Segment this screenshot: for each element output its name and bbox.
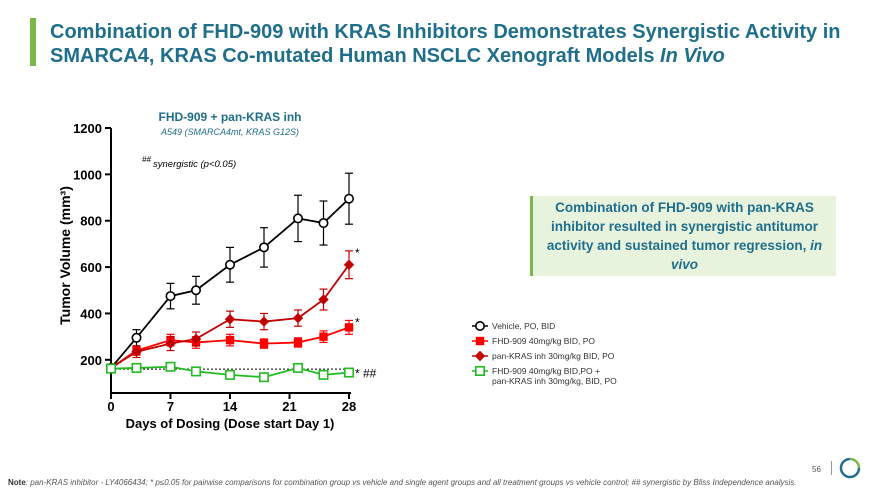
note-text: : pan-KRAS inhibitor - LY4066434; * p≤0.… <box>25 478 797 487</box>
x-tick-label: 14 <box>223 399 238 414</box>
x-tick-label: 7 <box>167 399 174 414</box>
data-point <box>343 193 354 204</box>
page-number: 56 <box>812 465 821 474</box>
x-tick-label: 0 <box>107 399 114 414</box>
legend-label: Vehicle, PO, BID <box>492 321 555 331</box>
y-tick-label: 800 <box>80 214 102 229</box>
page-number-divider <box>831 461 832 475</box>
title-line-1: Combination of FHD-909 with KRAS Inhibit… <box>50 21 841 43</box>
significance-marker: * <box>355 246 360 260</box>
data-point <box>292 312 304 324</box>
y-tick-label: 400 <box>80 306 102 321</box>
data-point <box>131 346 142 357</box>
chart-title: FHD-909 + pan-KRAS inh <box>158 110 301 124</box>
x-tick-label: 21 <box>282 399 296 414</box>
note-label: Note <box>8 478 26 487</box>
company-logo <box>839 457 861 479</box>
annotation-prefix: ## <box>142 155 151 164</box>
data-point <box>225 369 236 380</box>
data-point <box>165 291 176 302</box>
data-point <box>343 367 354 378</box>
chart-subtitle: A549 (SMARCA4mt, KRAS G12S) <box>160 127 299 137</box>
legend-label: pan-KRAS inh 30mg/kg, BID, PO <box>492 376 617 386</box>
data-point <box>225 335 235 345</box>
data-point <box>318 218 329 229</box>
data-point <box>258 242 269 253</box>
legend-marker <box>474 365 485 376</box>
data-point <box>225 259 236 270</box>
callout-text: Combination of FHD-909 with pan-KRAS inh… <box>546 200 819 253</box>
legend-label: FHD-909 40mg/kg BID,PO + <box>492 366 600 376</box>
data-point <box>258 372 269 383</box>
data-point <box>224 314 236 325</box>
legend-marker <box>474 350 486 362</box>
slide-title: Combination of FHD-909 with KRAS Inhibit… <box>50 20 870 68</box>
data-point <box>319 332 328 341</box>
data-point <box>259 339 269 348</box>
data-point <box>106 363 117 374</box>
data-point <box>191 366 202 377</box>
data-point <box>343 259 355 270</box>
callout-italic: in vivo <box>670 238 823 272</box>
data-point <box>293 338 303 347</box>
series-line-1 <box>110 326 350 369</box>
title-italic: In Vivo <box>660 45 725 67</box>
legend-marker <box>475 336 485 346</box>
data-point <box>165 361 176 372</box>
footnote: Note: pan-KRAS inhibitor - LY4066434; * … <box>8 478 868 487</box>
data-point <box>131 362 142 373</box>
data-point <box>258 316 270 327</box>
synergy-annotation: synergistic (p<0.05) <box>153 159 236 170</box>
data-point <box>131 332 142 343</box>
callout-text-wrap: Combination of FHD-909 with pan-KRAS inh… <box>541 198 828 274</box>
data-point <box>191 285 202 296</box>
data-point <box>292 213 303 224</box>
data-point <box>344 323 354 332</box>
legend-marker <box>474 320 485 331</box>
callout-box: Combination of FHD-909 with pan-KRAS inh… <box>530 196 836 276</box>
y-tick-label: 200 <box>80 353 102 368</box>
significance-marker: * ## <box>355 367 377 381</box>
data-point <box>318 294 329 305</box>
data-point <box>318 369 329 380</box>
y-axis-label: Tumor Volume (mm³) <box>57 186 73 325</box>
y-tick-label: 1200 <box>73 121 102 136</box>
data-point <box>190 333 202 345</box>
y-tick-label: 1000 <box>73 167 102 182</box>
significance-marker: * <box>355 315 360 329</box>
legend-label: pan-KRAS inh 30mg/kg BID, PO <box>492 351 615 361</box>
legend-label: FHD-909 40mg/kg BID, PO <box>492 336 595 346</box>
x-axis-label: Days of Dosing (Dose start Day 1) <box>126 416 335 431</box>
y-tick-label: 600 <box>80 260 102 275</box>
title-line-2: SMARCA4, KRAS Co-mutated Human NSCLC Xen… <box>50 45 661 67</box>
data-point <box>292 362 303 373</box>
x-tick-label: 28 <box>342 399 356 414</box>
title-accent-bar <box>30 18 36 66</box>
data-point <box>165 338 176 349</box>
